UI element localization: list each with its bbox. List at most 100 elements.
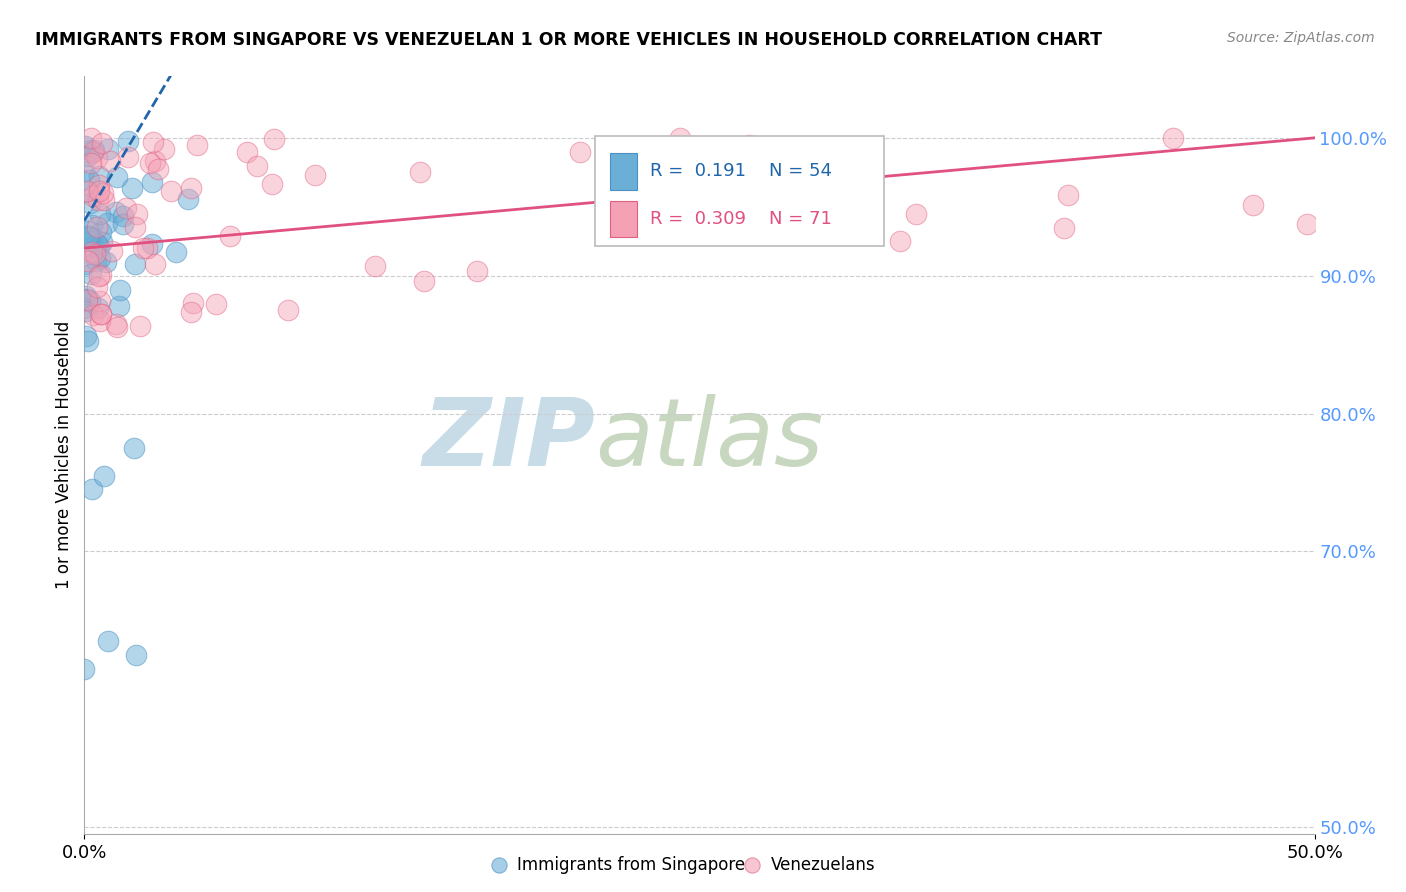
Point <box>124 220 146 235</box>
Bar <box>610 153 637 189</box>
Point <box>91 235 114 249</box>
Point <box>90 307 112 321</box>
Point <box>76 224 98 238</box>
Point <box>108 299 131 313</box>
Point <box>77 334 100 348</box>
Point <box>180 304 202 318</box>
Point <box>94 255 117 269</box>
Point <box>87 184 110 198</box>
Point <box>122 441 145 455</box>
Point <box>124 256 146 270</box>
Text: R =  0.309    N = 71: R = 0.309 N = 71 <box>651 211 832 228</box>
Point <box>89 269 111 284</box>
Point <box>568 145 591 159</box>
Point <box>97 634 120 648</box>
Point <box>738 138 761 153</box>
Point <box>262 177 284 191</box>
Point <box>89 207 111 221</box>
Point <box>86 151 108 165</box>
Point <box>121 181 143 195</box>
Point <box>105 318 128 332</box>
Point <box>73 662 96 676</box>
Point <box>79 229 101 244</box>
Point <box>80 131 103 145</box>
Point <box>125 207 148 221</box>
Point <box>143 257 166 271</box>
Point <box>117 134 139 148</box>
Point <box>73 257 96 271</box>
Point <box>90 268 112 282</box>
Point <box>219 229 242 244</box>
Point <box>101 244 124 258</box>
Point <box>76 293 98 308</box>
Point <box>89 293 111 308</box>
Point <box>90 225 112 239</box>
Point <box>77 228 100 243</box>
Point <box>117 150 139 164</box>
Point <box>87 240 110 254</box>
Point <box>73 138 96 153</box>
Point <box>83 143 105 157</box>
Text: Source: ZipAtlas.com: Source: ZipAtlas.com <box>1227 31 1375 45</box>
Point <box>73 185 96 199</box>
Point <box>73 301 96 316</box>
Point <box>1161 131 1184 145</box>
Text: Venezuelans: Venezuelans <box>770 856 875 874</box>
Point <box>90 307 112 321</box>
Point <box>76 253 98 268</box>
Point <box>465 264 488 278</box>
Text: IMMIGRANTS FROM SINGAPORE VS VENEZUELAN 1 OR MORE VEHICLES IN HOUSEHOLD CORRELAT: IMMIGRANTS FROM SINGAPORE VS VENEZUELAN … <box>35 31 1102 49</box>
Point <box>80 483 103 497</box>
Point <box>76 184 98 198</box>
Point <box>80 155 103 169</box>
Point <box>277 303 299 318</box>
Point <box>93 186 115 200</box>
Y-axis label: 1 or more Vehicles in Household: 1 or more Vehicles in Household <box>55 321 73 589</box>
Point <box>142 136 165 150</box>
Point <box>76 239 98 253</box>
Point <box>1241 198 1264 212</box>
Point <box>87 169 110 184</box>
Point <box>82 308 104 322</box>
Point <box>86 280 108 294</box>
Point <box>80 267 103 281</box>
Point <box>93 193 115 207</box>
Point <box>90 136 112 150</box>
Point <box>148 162 170 177</box>
Point <box>75 289 97 303</box>
Point <box>86 236 108 251</box>
Point <box>205 297 228 311</box>
Point <box>165 245 187 260</box>
Point <box>79 172 101 186</box>
Point <box>141 175 163 189</box>
Point <box>304 168 326 182</box>
Text: atlas: atlas <box>595 394 823 485</box>
Point <box>89 314 111 328</box>
Point <box>186 138 208 153</box>
Point <box>263 132 285 146</box>
Point <box>180 181 202 195</box>
Text: Immigrants from Singapore: Immigrants from Singapore <box>517 856 745 874</box>
Point <box>89 251 111 265</box>
Point <box>141 236 163 251</box>
Point <box>412 274 434 288</box>
Point <box>111 209 134 223</box>
Point <box>889 234 911 248</box>
Point <box>139 156 162 170</box>
Point <box>87 301 110 315</box>
Point <box>97 142 120 156</box>
Point <box>77 149 100 163</box>
Point <box>129 319 152 334</box>
Point <box>108 283 131 297</box>
Point <box>93 468 115 483</box>
Point <box>86 254 108 268</box>
Point <box>87 193 110 207</box>
Point <box>82 188 104 202</box>
Point <box>82 231 104 245</box>
Point <box>181 296 204 310</box>
Point <box>76 292 98 306</box>
Point <box>135 241 157 255</box>
Point <box>835 149 858 163</box>
Point <box>160 184 183 198</box>
Point <box>98 154 121 169</box>
